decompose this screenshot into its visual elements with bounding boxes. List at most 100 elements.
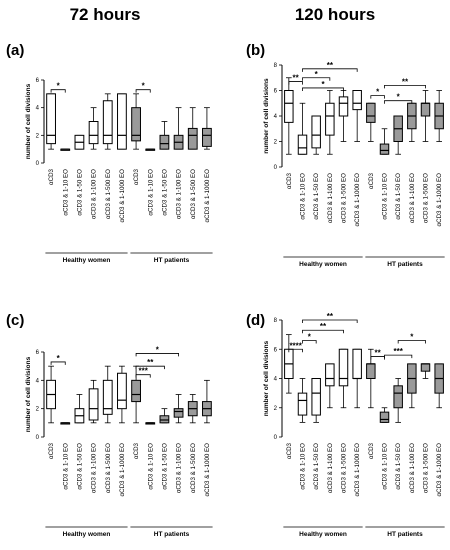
category-label: αCD3 & 1-100 EO	[91, 443, 98, 493]
category-label: αCD3 & 1-100 EO	[176, 169, 183, 219]
box-9	[173, 394, 184, 424]
panel-label: (d)	[246, 312, 265, 329]
category-label: αCD3	[133, 442, 140, 459]
panel-0: (a) 0 2 4 6 number of cell divisions αCD3 αCD3 …	[6, 42, 213, 264]
box-7	[145, 422, 156, 425]
box-iqr	[117, 93, 127, 150]
box-iqr	[297, 392, 308, 416]
y-axis-label: number of cell divisions	[25, 356, 32, 432]
category-label: αCD3 & 1-100 EO	[327, 443, 334, 493]
box-iqr	[88, 388, 99, 421]
category-label: αCD3 & 1-50 EO	[313, 443, 320, 490]
bracket-line	[302, 68, 358, 72]
box-iqr	[102, 379, 113, 415]
bracket-line	[384, 100, 413, 104]
box-iqr	[325, 102, 335, 136]
category-label: αCD3 & 1-10 EO	[62, 169, 69, 216]
box-2	[311, 378, 321, 423]
box-iqr	[159, 134, 170, 150]
group-label: Healthy women	[299, 261, 347, 268]
box-iqr	[202, 127, 212, 147]
box-iqr	[338, 96, 349, 117]
box-iqr	[352, 90, 362, 111]
group-label: HT patients	[154, 531, 190, 538]
box-5	[352, 90, 362, 142]
significance-bracket: *	[135, 82, 151, 93]
group-label: HT patients	[154, 257, 190, 264]
box-6	[131, 365, 141, 424]
category-label: αCD3 & 1-10 EO	[62, 443, 69, 490]
significance-label: *	[156, 345, 160, 354]
box-8	[393, 115, 403, 155]
box-1	[60, 148, 71, 151]
y-tick-label: 0	[36, 435, 40, 441]
y-tick-label: 2	[274, 140, 278, 146]
category-label: αCD3 & 1-10 EO	[300, 173, 307, 220]
category-label: αCD3 & 1-10 EO	[382, 443, 389, 490]
box-iqr	[379, 411, 390, 423]
box-9	[407, 102, 417, 142]
bracket-line	[302, 87, 344, 91]
box-10	[420, 363, 431, 379]
panel-label: (b)	[246, 42, 265, 59]
category-label: αCD3 & 1-1000 EO	[119, 443, 126, 497]
category-label: αCD3	[286, 172, 293, 189]
panel-label: (a)	[6, 42, 24, 59]
category-label: αCD3 & 1-100 EO	[327, 173, 334, 223]
y-tick-label: 0	[36, 161, 40, 167]
box-3	[325, 90, 335, 155]
significance-bracket: *	[384, 93, 413, 104]
box-1	[60, 422, 71, 425]
category-label: αCD3 & 1-500 EO	[423, 173, 430, 223]
box-iqr	[131, 107, 141, 142]
category-label: αCD3 & 1-100 EO	[409, 443, 416, 493]
box-iqr	[311, 115, 321, 149]
bracket-line	[135, 89, 151, 93]
box-5	[117, 365, 127, 424]
category-label: αCD3 & 1-50 EO	[395, 173, 402, 220]
box-iqr	[393, 385, 403, 409]
significance-bracket: ***	[384, 347, 413, 359]
group-label: HT patients	[387, 261, 423, 268]
bracket-line	[384, 354, 413, 359]
box-2	[74, 394, 85, 424]
box-11	[434, 90, 444, 142]
bracket-line	[302, 340, 317, 344]
category-label: αCD3 & 1-50 EO	[76, 443, 83, 490]
y-tick-label: 8	[274, 63, 278, 69]
significance-label: **	[402, 77, 409, 86]
y-tick-label: 4	[36, 378, 40, 384]
panels: (a) 0 2 4 6 number of cell divisions αCD3 αCD3 …	[6, 42, 445, 538]
significance-label: *	[308, 332, 312, 341]
box-1	[297, 102, 308, 155]
box-2	[74, 134, 85, 150]
significance-bracket: ****	[288, 341, 303, 353]
category-label: αCD3 & 1-500 EO	[341, 173, 348, 223]
category-label: αCD3 & 1-500 EO	[341, 443, 348, 493]
box-iqr	[366, 102, 376, 123]
significance-label: **	[147, 358, 154, 367]
category-label: αCD3 & 1-10 EO	[300, 443, 307, 490]
category-label: αCD3 & 1-100 EO	[409, 173, 416, 223]
category-label: αCD3 & 1-1000 EO	[204, 443, 211, 497]
box-11	[202, 107, 212, 150]
box-8	[159, 121, 170, 150]
category-label: αCD3 & 1-1000 EO	[436, 443, 443, 497]
category-label: αCD3	[48, 168, 55, 185]
significance-bracket: *	[302, 80, 344, 91]
y-tick-label: 4	[274, 114, 278, 120]
box-3	[88, 379, 99, 424]
significance-bracket: *	[302, 332, 317, 344]
column-header-120h: 120 hours	[295, 5, 375, 24]
significance-label: **	[327, 312, 334, 321]
bracket-line	[288, 81, 303, 85]
box-iqr	[311, 378, 321, 416]
box-9	[173, 107, 184, 150]
bracket-line	[302, 329, 344, 334]
category-label: αCD3	[48, 442, 55, 459]
significance-label: **	[375, 349, 382, 358]
category-label: αCD3 & 1-50 EO	[161, 443, 168, 490]
box-iqr	[325, 363, 335, 387]
category-label: αCD3 & 1-50 EO	[161, 169, 168, 216]
